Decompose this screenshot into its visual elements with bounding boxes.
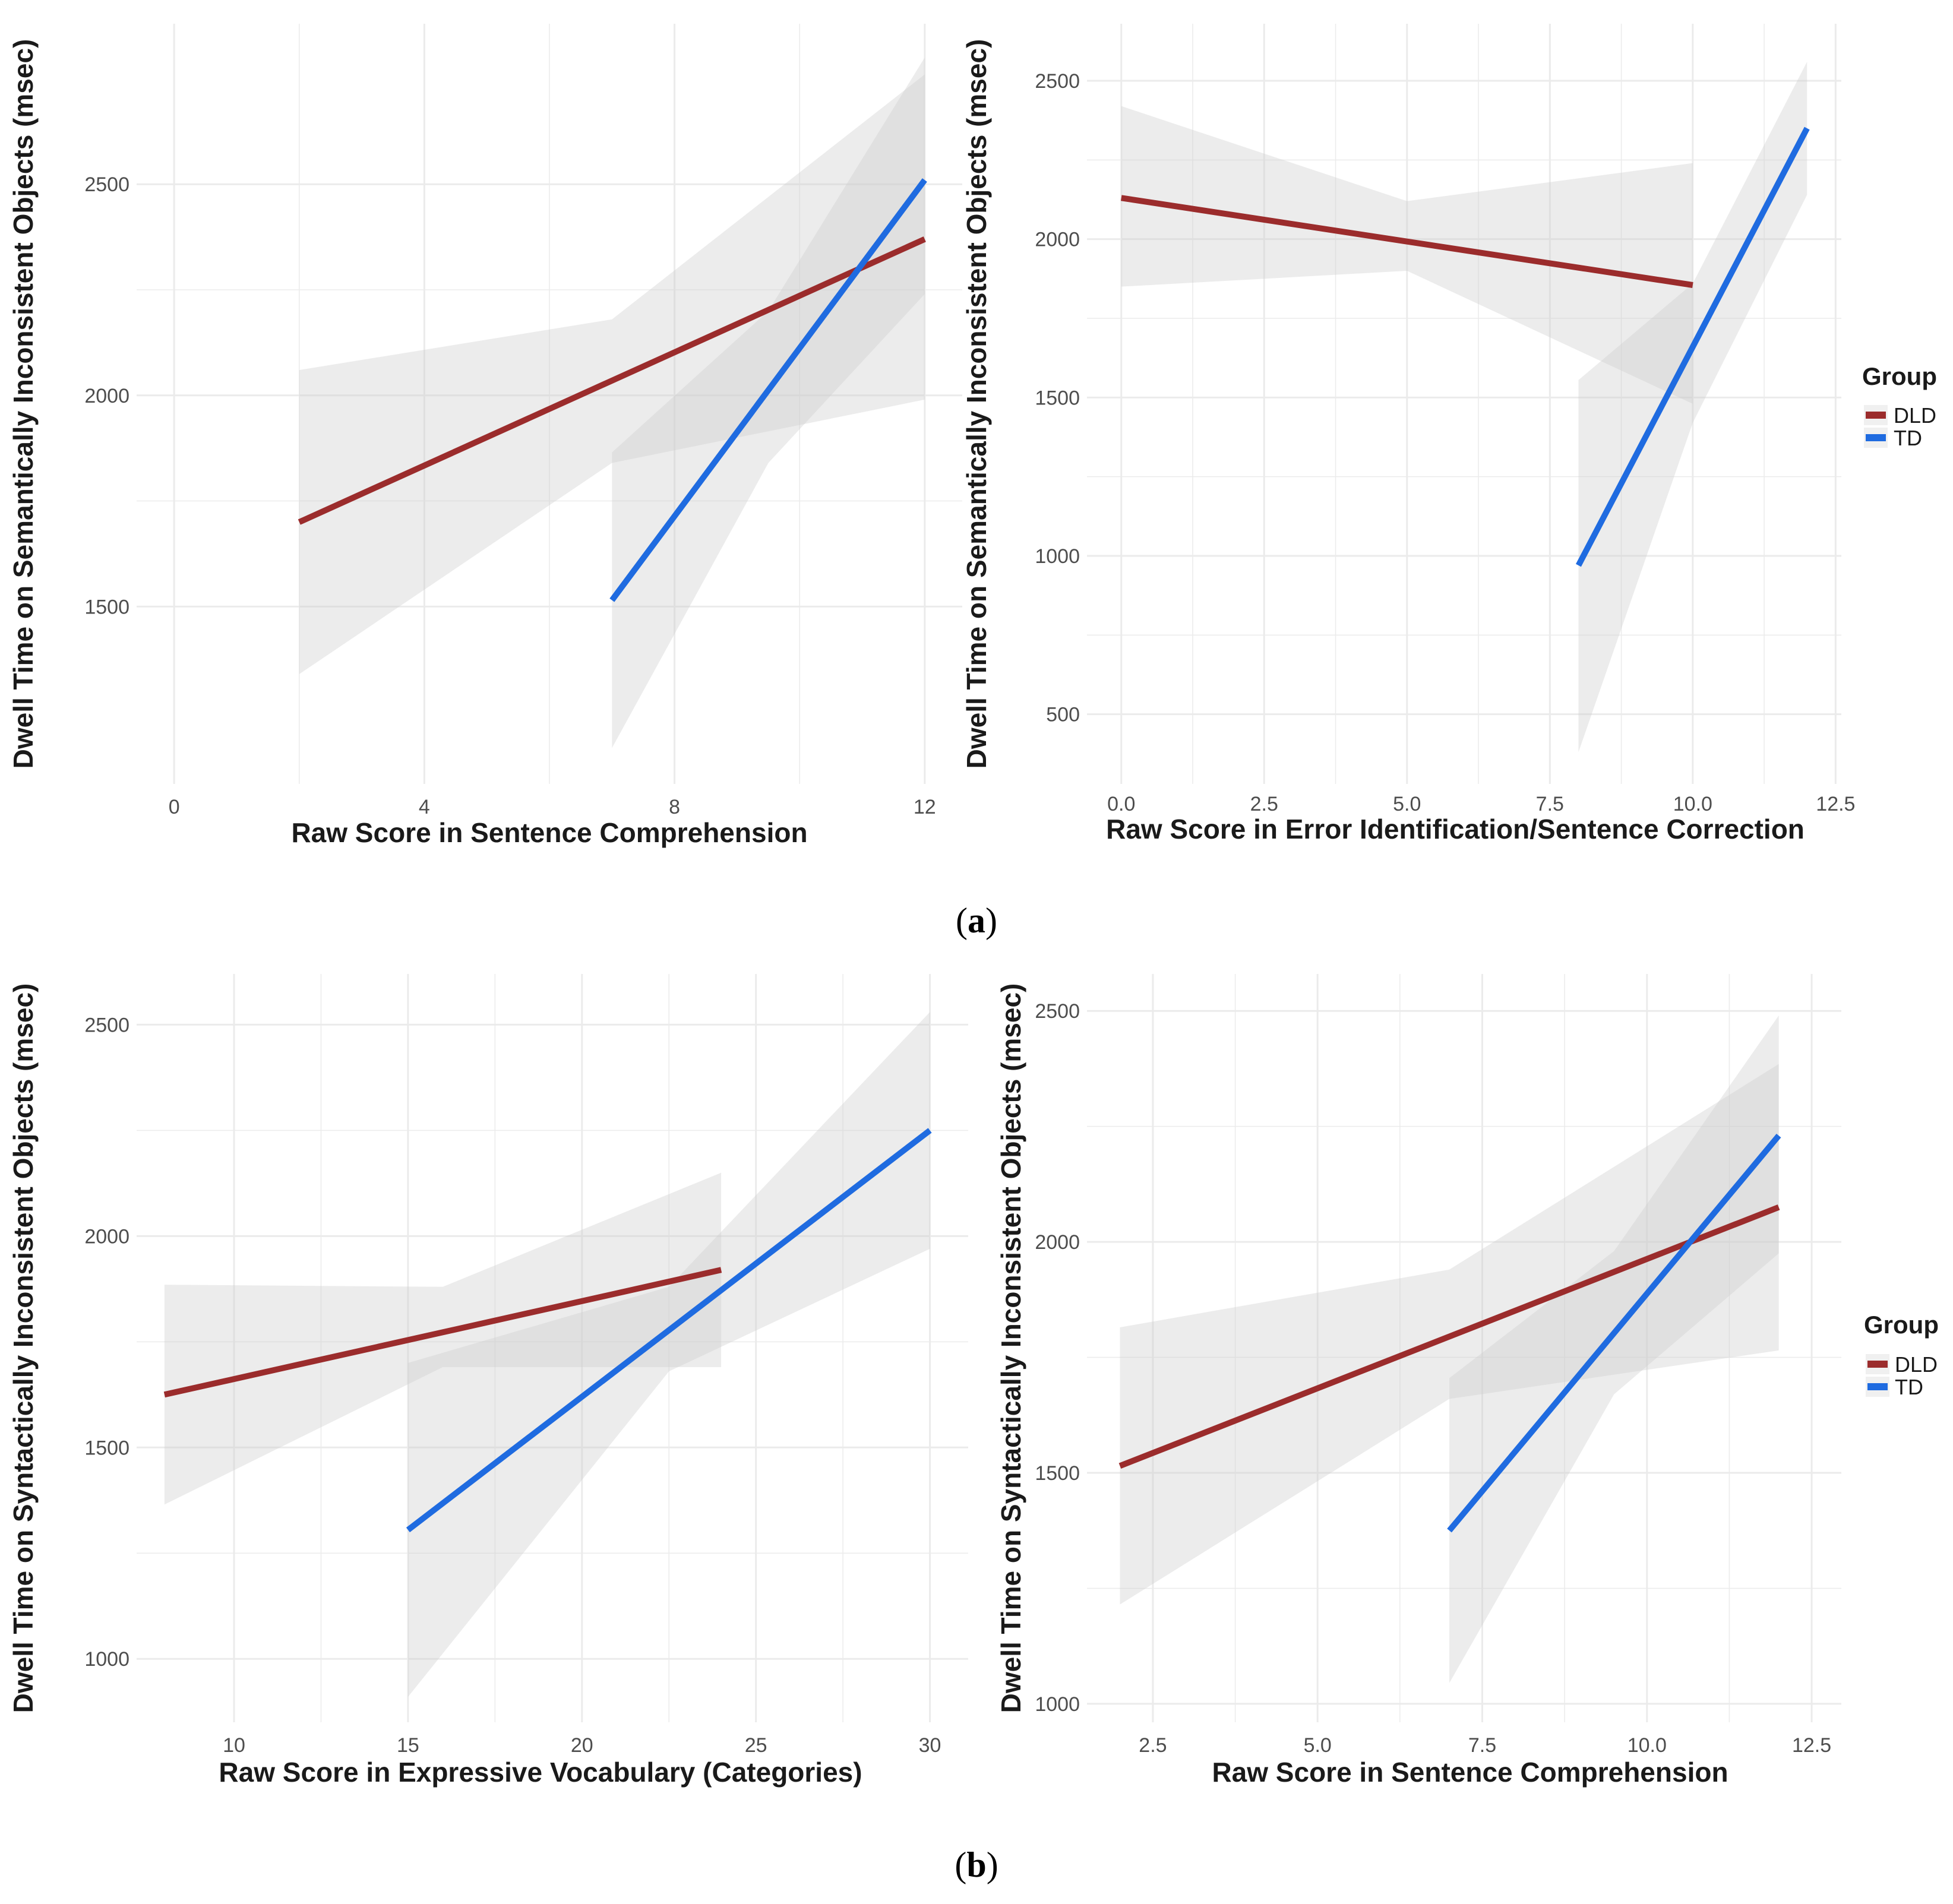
legend-label-td: TD [1894, 426, 1922, 450]
y-axis-title: Dwell Time on Semantically Inconsistent … [961, 39, 992, 769]
legend-label-dld: DLD [1895, 1352, 1938, 1377]
y-tick-label: 1500 [84, 596, 129, 618]
regression-line-td [609, 178, 927, 602]
regression-line-dld [1120, 195, 1693, 288]
y-tick-label: 1500 [1035, 387, 1080, 409]
legend-bottom: Group DLD TD [1864, 1311, 1939, 1399]
x-axis-title: Raw Score in Sentence Comprehension [291, 817, 807, 848]
y-tick-label: 2000 [84, 385, 129, 407]
x-axis-title: Raw Score in Expressive Vocabulary (Cate… [219, 1757, 862, 1788]
x-tick-label: 30 [919, 1734, 941, 1757]
y-tick-label: 1000 [1035, 545, 1080, 568]
x-tick-label: 4 [419, 796, 430, 818]
regression-line-td [1447, 1134, 1781, 1533]
x-tick-label: 12.5 [1816, 793, 1855, 815]
x-tick-label: 8 [669, 796, 680, 818]
y-tick-label: 1500 [1035, 1462, 1080, 1485]
gridlines [137, 974, 968, 1722]
y-axis-title: Dwell Time on Syntactically Inconsistent… [8, 983, 39, 1713]
y-tick-label: 1500 [84, 1437, 129, 1459]
x-tick-label: 10.0 [1673, 793, 1712, 815]
y-tick-label: 2500 [84, 173, 129, 196]
x-tick-label: 5.0 [1393, 793, 1421, 815]
x-tick-label: 15 [397, 1734, 419, 1757]
y-tick-label: 1000 [1035, 1693, 1080, 1716]
confidence-band-td [407, 1012, 930, 1697]
y-tick-label: 2000 [1035, 1231, 1080, 1254]
legend-top: Group DLD TD [1862, 362, 1937, 450]
regression-line-dld [1118, 1204, 1780, 1469]
y-axis-title: Dwell Time on Syntactically Inconsistent… [996, 983, 1026, 1713]
legend-label-dld: DLD [1894, 403, 1936, 428]
gridlines [1087, 974, 1841, 1722]
y-tick-label: 2000 [84, 1225, 129, 1248]
x-tick-label: 10 [223, 1734, 245, 1757]
x-tick-label: 10.0 [1627, 1734, 1667, 1757]
gridlines [1087, 24, 1841, 784]
x-tick-label: 5.0 [1304, 1734, 1332, 1757]
panel-label-a-letter: a [968, 901, 985, 940]
chart-syntactic-expressive-vocabulary: 10 15 20 25 30 1000 1500 2000 2500 Raw Score in E… [8, 974, 968, 1788]
confidence-band-dld [299, 74, 925, 675]
regression-line-td [406, 1128, 932, 1533]
panel-label-b-letter: b [966, 1845, 986, 1884]
y-tick-label: 1000 [84, 1648, 129, 1671]
x-tick-label: 7.5 [1468, 1734, 1496, 1757]
y-tick-label: 2000 [1035, 229, 1080, 251]
y-tick-label: 2500 [84, 1014, 129, 1036]
x-tick-label: 25 [745, 1734, 767, 1757]
x-axis-title: Raw Score in Sentence Comprehension [1212, 1757, 1728, 1788]
regression-line-dld [298, 236, 926, 525]
chart-semantic-error-identification: 0.0 2.5 5.0 7.5 10.0 12.5 500 1000 1500 2000 2500 R… [961, 24, 1855, 845]
legend-title: Group [1862, 362, 1937, 390]
legend-title: Group [1864, 1311, 1939, 1339]
regression-line-td [1575, 126, 1810, 567]
x-tick-label: 20 [571, 1734, 593, 1757]
y-tick-label: 500 [1046, 704, 1080, 726]
regression-line-dld [163, 1267, 722, 1398]
x-axis-title: Raw Score in Error Identification/Senten… [1106, 814, 1805, 845]
y-tick-label: 2500 [1035, 70, 1080, 93]
y-tick-label: 2500 [1035, 1000, 1080, 1023]
chart-semantic-sentence-comprehension: 0 4 8 12 1500 2000 2500 Raw Score in Sentence C… [8, 24, 962, 848]
panel-label-a: (a) [956, 901, 997, 940]
x-tick-label: 2.5 [1139, 1734, 1167, 1757]
confidence-band-td [1449, 1016, 1779, 1683]
gridlines [137, 24, 962, 784]
chart-syntactic-sentence-comprehension: 2.5 5.0 7.5 10.0 12.5 1000 1500 2000 2500 Raw Sco… [996, 974, 1841, 1788]
legend-label-td: TD [1895, 1375, 1923, 1399]
confidence-band-dld [164, 1172, 722, 1505]
x-tick-label: 0 [169, 796, 180, 818]
x-tick-label: 7.5 [1536, 793, 1564, 815]
x-tick-label: 2.5 [1250, 793, 1278, 815]
panel-label-b: (b) [955, 1845, 998, 1884]
x-tick-label: 12.5 [1792, 1734, 1831, 1757]
confidence-band-dld [1121, 106, 1693, 404]
confidence-band-td [612, 57, 925, 748]
x-tick-label: 0.0 [1107, 793, 1135, 815]
y-axis-title: Dwell Time on Semantically Inconsistent … [8, 39, 39, 769]
x-tick-label: 12 [914, 796, 936, 818]
